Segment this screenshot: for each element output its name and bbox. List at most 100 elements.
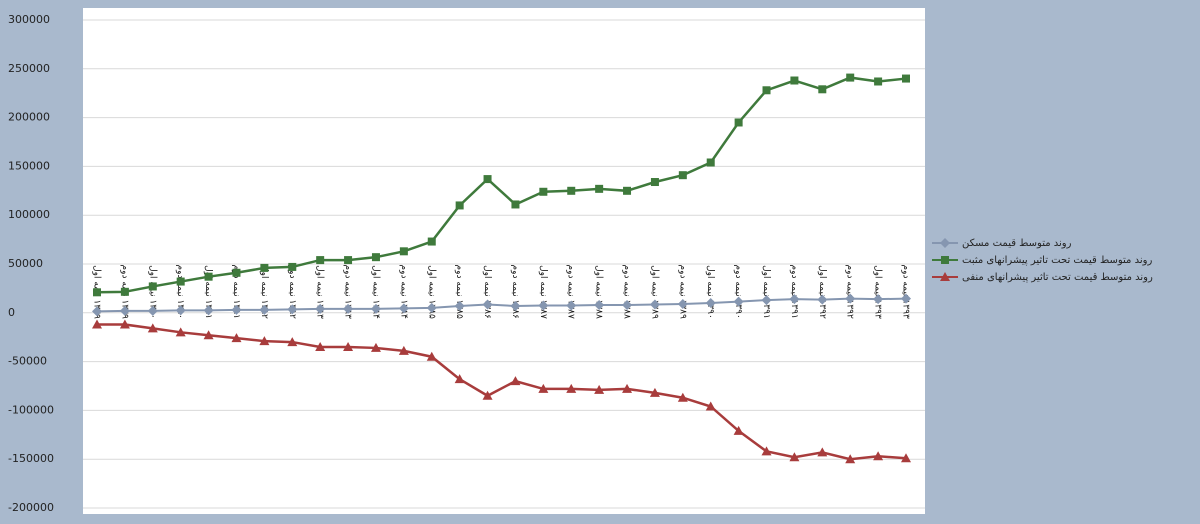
marker xyxy=(705,298,716,309)
marker xyxy=(845,293,856,304)
x-tick-label: ۱۳۸۰ نیمه اول xyxy=(147,265,157,319)
x-tick-label: ۱۳۹۰ نیمه دوم xyxy=(733,265,743,319)
marker xyxy=(789,294,800,305)
x-tick-label: ۱۳۸۷ نیمه دوم xyxy=(566,265,576,319)
marker xyxy=(288,262,297,271)
marker xyxy=(649,299,660,310)
plot-area xyxy=(83,8,925,514)
marker xyxy=(482,299,493,310)
x-tick-label: ۱۳۹۳ نیمه اول xyxy=(873,265,883,319)
marker xyxy=(231,304,242,315)
marker xyxy=(511,200,520,209)
marker xyxy=(594,299,605,310)
marker xyxy=(343,303,354,314)
x-tick-label: ۱۳۸۵ نیمه اول xyxy=(426,265,436,319)
marker xyxy=(175,327,186,337)
marker xyxy=(677,392,688,402)
marker xyxy=(817,294,828,305)
marker xyxy=(232,268,241,277)
x-tick-label: ۱۳۹۰ نیمه اول xyxy=(705,265,715,319)
marker xyxy=(649,387,660,397)
marker xyxy=(622,383,633,393)
x-tick-label: ۱۳۹۲ نیمه دوم xyxy=(845,265,855,319)
marker xyxy=(316,256,325,265)
marker xyxy=(510,376,521,386)
x-tick-label: ۱۳۹۱ نیمه اول xyxy=(761,265,771,319)
marker xyxy=(705,401,716,411)
y-tick-label: 150000 xyxy=(8,159,50,172)
marker xyxy=(119,305,130,316)
marker xyxy=(650,178,659,187)
x-tick-label: ۱۳۸۹ نیمه اول xyxy=(649,265,659,319)
y-tick-label: 0 xyxy=(8,306,15,319)
x-tick-label: ۱۳۸۹ نیمه دوم xyxy=(677,265,687,319)
marker xyxy=(538,383,549,393)
marker xyxy=(231,333,242,343)
marker xyxy=(426,351,437,361)
series-line xyxy=(96,76,907,294)
marker xyxy=(678,171,687,180)
marker xyxy=(259,336,270,346)
marker xyxy=(119,319,130,329)
marker xyxy=(203,330,214,340)
x-tick-label: ۱۳۸۰ نیمه دوم xyxy=(175,265,185,319)
marker xyxy=(483,175,492,184)
marker xyxy=(734,118,743,127)
marker xyxy=(344,256,353,265)
marker xyxy=(120,287,129,296)
marker xyxy=(260,263,269,272)
marker xyxy=(566,300,577,311)
marker xyxy=(940,238,950,248)
marker xyxy=(455,201,464,210)
marker xyxy=(92,306,102,317)
marker xyxy=(259,304,270,315)
marker xyxy=(567,186,576,195)
x-tick-label: ۱۳۸۷ نیمه اول xyxy=(538,265,548,319)
marker xyxy=(370,342,381,352)
marker xyxy=(175,305,186,316)
x-tick-label: ۱۳۸۶ نیمه اول xyxy=(482,265,492,319)
marker xyxy=(203,305,214,316)
marker xyxy=(539,187,548,196)
x-tick-label: ۱۳۸۶ نیمه دوم xyxy=(510,265,520,319)
x-tick-label: ۱۳۹۳ نیمه دوم xyxy=(901,265,911,319)
marker xyxy=(941,256,949,264)
marker xyxy=(594,384,605,394)
x-tick-label: ۱۳۸۴ نیمه دوم xyxy=(398,265,408,319)
y-tick-label: -100000 xyxy=(8,403,54,416)
marker xyxy=(398,345,409,355)
marker xyxy=(147,323,158,333)
marker xyxy=(761,295,772,306)
marker xyxy=(92,319,102,329)
marker xyxy=(93,288,101,297)
marker xyxy=(148,282,157,291)
x-tick-label: ۱۳۸۸ نیمه اول xyxy=(594,265,604,319)
marker xyxy=(454,374,465,384)
marker xyxy=(315,341,326,351)
marker xyxy=(622,299,633,310)
x-tick-label: ۱۳۹۲ نیمه اول xyxy=(817,265,827,319)
marker xyxy=(623,186,632,195)
marker xyxy=(677,299,688,310)
marker xyxy=(427,237,436,246)
marker xyxy=(287,304,298,315)
y-tick-label: -150000 xyxy=(8,452,54,465)
marker xyxy=(398,303,409,314)
marker xyxy=(762,86,771,95)
marker xyxy=(370,303,381,314)
marker xyxy=(176,277,185,286)
x-tick-label: ۱۳۸۴ نیمه اول xyxy=(370,265,380,319)
marker xyxy=(482,390,493,400)
marker xyxy=(595,184,604,193)
marker xyxy=(510,300,521,311)
y-tick-label: 200000 xyxy=(8,111,50,124)
x-tick-label: ۱۳۸۳ نیمه اول xyxy=(315,265,325,319)
marker xyxy=(454,300,465,311)
marker xyxy=(538,300,549,311)
legend-label: روند متوسط قیمت تحت تاثیر پیشرانهای منفی xyxy=(962,272,1153,283)
legend-label: روند متوسط قیمت تحت تاثیر پیشرانهای مثبت xyxy=(962,255,1152,266)
y-tick-label: 300000 xyxy=(8,13,50,26)
marker xyxy=(902,74,910,83)
marker xyxy=(817,447,828,457)
marker xyxy=(315,303,326,314)
